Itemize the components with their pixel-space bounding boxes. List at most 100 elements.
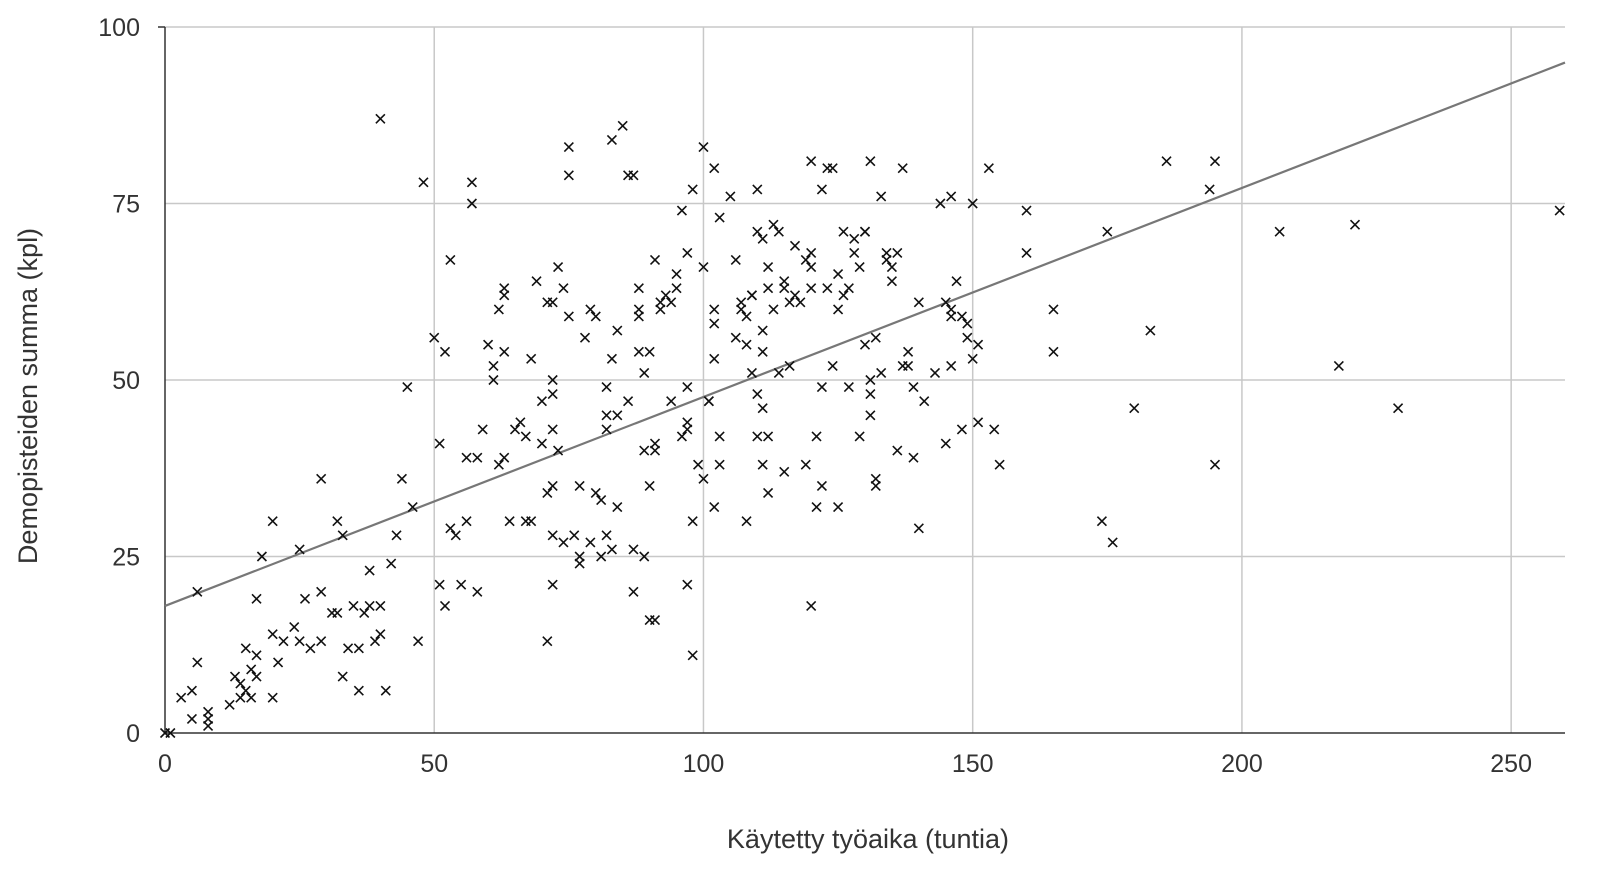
data-point [854, 261, 865, 273]
data-point [757, 459, 768, 470]
data-point [289, 622, 300, 633]
data-point [962, 318, 973, 329]
data-point [908, 381, 919, 393]
data-point [606, 544, 617, 555]
data-point [703, 396, 714, 407]
data-point [687, 650, 698, 661]
data-point [709, 353, 720, 364]
data-point [251, 671, 262, 682]
data-point [267, 692, 278, 703]
data-point [192, 657, 203, 668]
data-point [186, 713, 197, 724]
data-point [892, 445, 903, 456]
data-point [563, 141, 574, 153]
axes [158, 26, 1565, 734]
data-point [536, 438, 547, 449]
data-point [450, 530, 461, 541]
data-point [542, 487, 553, 499]
data-point [865, 156, 876, 167]
data-point [779, 466, 790, 477]
data-point [224, 699, 235, 710]
data-point [520, 431, 531, 442]
data-point [316, 586, 327, 597]
data-point [865, 374, 876, 386]
gridlines [165, 26, 1565, 733]
data-point [806, 156, 817, 167]
data-point [461, 452, 472, 463]
data-point [472, 452, 483, 463]
data-point [553, 445, 564, 456]
data-point [698, 141, 709, 153]
data-point [741, 311, 752, 322]
data-point [353, 643, 364, 654]
data-point [730, 332, 741, 343]
data-point [466, 177, 477, 188]
data-point [563, 311, 574, 322]
data-point [235, 678, 246, 689]
data-point [757, 403, 768, 414]
data-point [757, 346, 768, 357]
data-point [569, 530, 580, 541]
data-point [628, 544, 639, 555]
x-tick-label: 100 [683, 750, 725, 778]
data-point [752, 431, 763, 442]
data-point [789, 290, 801, 301]
data-point [251, 650, 262, 661]
data-point [709, 502, 720, 513]
data-point [843, 283, 854, 294]
data-point [644, 480, 655, 491]
data-point [601, 530, 612, 541]
data-point [251, 593, 262, 604]
data-point [676, 205, 687, 216]
data-point [547, 579, 558, 590]
data-point [623, 396, 634, 407]
data-point [859, 339, 871, 350]
data-point [929, 367, 941, 379]
data-point [391, 530, 402, 541]
data-point [687, 516, 698, 527]
data-point [962, 332, 973, 343]
data-point [461, 516, 472, 527]
data-point [1021, 247, 1032, 258]
data-point [526, 516, 537, 527]
data-point [299, 593, 311, 604]
data-point [563, 170, 574, 181]
data-point [843, 381, 854, 393]
data-point [445, 523, 456, 534]
data-point [477, 424, 488, 435]
data-point [822, 283, 833, 294]
y-tick-label: 75 [112, 191, 140, 219]
data-point [693, 459, 704, 470]
data-point [983, 163, 994, 174]
data-point [660, 290, 671, 301]
data-point [606, 134, 617, 146]
data-point [1096, 516, 1107, 527]
data-point [499, 283, 510, 294]
data-point [806, 283, 817, 294]
data-point [768, 304, 779, 315]
data-point [337, 530, 348, 541]
data-point [332, 516, 343, 527]
data-point [967, 353, 978, 364]
data-point [186, 685, 197, 696]
data-point [601, 381, 612, 393]
data-point [897, 163, 908, 174]
data-point [967, 198, 978, 209]
data-point [267, 516, 278, 527]
data-point [639, 551, 650, 562]
data-point [671, 269, 682, 280]
data-point [800, 459, 811, 470]
data-point [838, 226, 849, 237]
data-point [773, 226, 784, 237]
data-point [859, 226, 871, 237]
data-point [633, 311, 644, 322]
data-point [649, 614, 661, 626]
data-point [1554, 205, 1565, 216]
data-point [1102, 226, 1113, 237]
data-point [418, 177, 429, 188]
data-point [649, 438, 661, 449]
data-point [886, 261, 897, 273]
data-point [332, 607, 343, 619]
data-point [429, 332, 440, 343]
data-point [499, 452, 510, 463]
